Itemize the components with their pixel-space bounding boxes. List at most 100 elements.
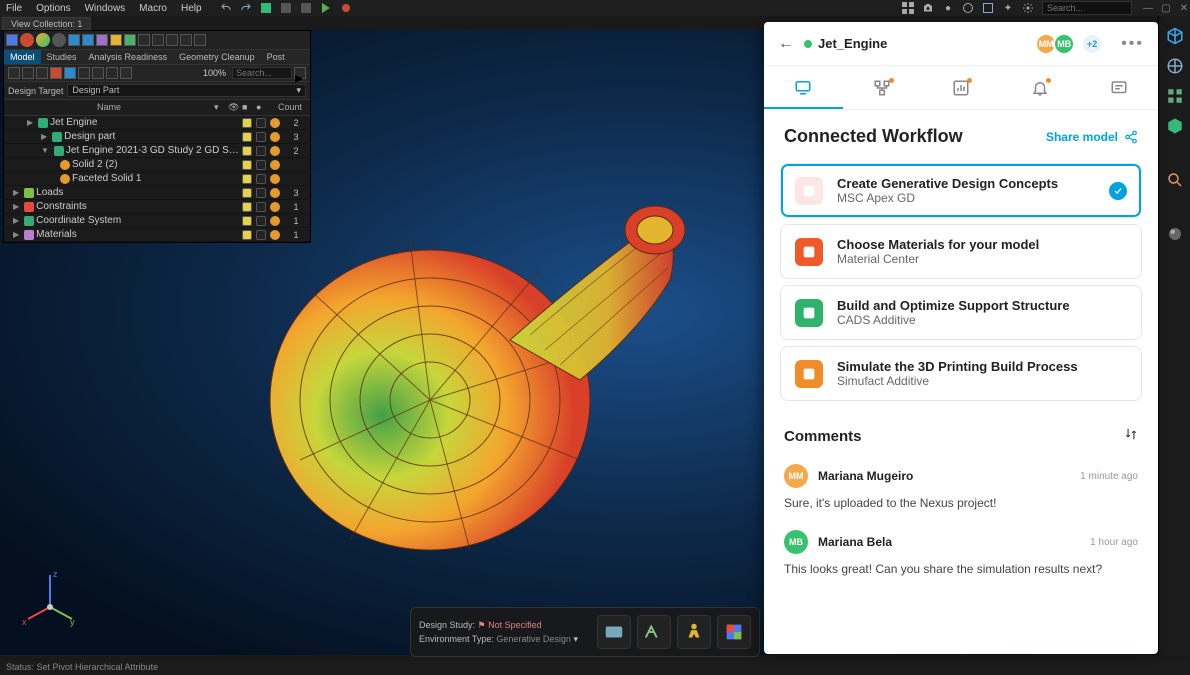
workflow-card[interactable]: Choose Materials for your modelMaterial … — [780, 224, 1142, 279]
tree-tool2-icon[interactable] — [78, 67, 90, 79]
tab-stats[interactable] — [922, 66, 1001, 109]
tree-tab-post[interactable]: Post — [261, 50, 291, 64]
view-collection-tab[interactable]: View Collection: 1 — [2, 17, 91, 30]
tree-tool-icon[interactable] — [124, 34, 136, 46]
redo-icon[interactable] — [239, 1, 253, 15]
tree-tool-icon[interactable] — [180, 34, 192, 46]
tree-tool2-icon[interactable] — [106, 67, 118, 79]
check-icon — [1109, 182, 1127, 200]
tool-icon-right-4[interactable]: ✦ — [1001, 1, 1015, 15]
tree-chip-icon[interactable] — [36, 33, 50, 47]
undo-icon[interactable] — [219, 1, 233, 15]
tool-icon-right-1[interactable]: ● — [941, 1, 955, 15]
menu-options[interactable]: Options — [36, 3, 70, 14]
tree-search-input[interactable] — [232, 67, 292, 79]
tree-tool2-icon[interactable] — [22, 67, 34, 79]
tree-tool2-icon[interactable] — [92, 67, 104, 79]
sort-icon[interactable] — [1124, 427, 1138, 446]
menu-bar: File Options Windows Macro Help ● ✦ — ▢ … — [0, 0, 1190, 16]
tool-icon-right-2[interactable] — [961, 1, 975, 15]
avatar-more-count[interactable]: +2 — [1081, 33, 1103, 55]
tree-tab-studies[interactable]: Studies — [41, 50, 83, 64]
camera-icon[interactable] — [921, 1, 935, 15]
tree-node[interactable]: ▼Jet Engine 2021-3 GD Study 2 GD Scenari… — [4, 144, 310, 158]
tree-node[interactable]: ▶Jet Engine2 — [4, 116, 310, 130]
window-minimize-icon[interactable]: — — [1142, 2, 1154, 14]
design-target-select[interactable]: Design Part ▾ — [67, 84, 306, 97]
tree-tool-icon[interactable] — [166, 34, 178, 46]
workflow-card[interactable]: Simulate the 3D Printing Build ProcessSi… — [780, 346, 1142, 401]
global-search-input[interactable] — [1042, 1, 1132, 15]
tool-icon-right-3[interactable] — [981, 1, 995, 15]
tab-overview[interactable] — [764, 66, 843, 109]
workflow-tabs — [764, 66, 1158, 110]
tree-tool-icon[interactable] — [138, 34, 150, 46]
menu-file[interactable]: File — [6, 3, 22, 14]
menu-help[interactable]: Help — [181, 3, 202, 14]
tree-tool-icon[interactable] — [194, 34, 206, 46]
rail-compass-icon[interactable] — [1165, 56, 1185, 76]
tree-tool-icon[interactable] — [96, 34, 108, 46]
workflow-card[interactable]: Create Generative Design ConceptsMSC Ape… — [780, 163, 1142, 218]
menu-macro[interactable]: Macro — [139, 3, 167, 14]
tool-icon-3[interactable] — [299, 1, 313, 15]
axis-gizmo[interactable]: z x y — [20, 567, 80, 627]
tree-tool-icon[interactable] — [152, 34, 164, 46]
tree-node[interactable]: Faceted Solid 1 — [4, 172, 310, 186]
tree-node[interactable]: ▶Materials1 — [4, 228, 310, 242]
rail-grid-icon[interactable] — [1165, 86, 1185, 106]
menu-windows[interactable]: Windows — [85, 3, 126, 14]
tree-tool-icon[interactable] — [82, 34, 94, 46]
settings-icon[interactable] — [1021, 1, 1035, 15]
rail-box-icon[interactable] — [1165, 116, 1185, 136]
avatar[interactable]: MB — [1053, 33, 1075, 55]
tree-tool-icon[interactable] — [68, 34, 80, 46]
model-render — [260, 160, 760, 580]
back-icon[interactable]: ← — [778, 35, 794, 53]
rail-cube-icon[interactable] — [1165, 26, 1185, 46]
tree-tab-geometry[interactable]: Geometry Cleanup — [173, 50, 261, 64]
record-icon[interactable] — [339, 1, 353, 15]
tool-icon-1[interactable] — [259, 1, 273, 15]
tree-tool-icon[interactable] — [110, 34, 122, 46]
tree-tool2-icon[interactable] — [120, 67, 132, 79]
tree-node[interactable]: ▶Constraints1 — [4, 200, 310, 214]
share-model-button[interactable]: Share model — [1046, 130, 1138, 144]
tree-search-go-icon[interactable]: ▸ — [294, 67, 306, 79]
tray-tool-icon-2[interactable] — [637, 615, 671, 649]
tree-body: ▶Jet Engine2▶Design part3▼Jet Engine 202… — [4, 116, 310, 242]
grid-icon[interactable] — [901, 1, 915, 15]
tray-tool-icon-3[interactable] — [677, 615, 711, 649]
play-icon[interactable] — [319, 1, 333, 15]
model-tree-panel: Model Studies Analysis Readiness Geometr… — [3, 30, 311, 243]
view-collection-bar: View Collection: 1 — [0, 16, 91, 30]
tray-tool-icon-1[interactable] — [597, 615, 631, 649]
rail-sphere-icon[interactable] — [1165, 224, 1185, 244]
tool-icon-2[interactable] — [279, 1, 293, 15]
tree-node[interactable]: ▶Loads3 — [4, 186, 310, 200]
workflow-card[interactable]: Build and Optimize Support StructureCADS… — [780, 285, 1142, 340]
tree-tool2-icon[interactable] — [36, 67, 48, 79]
tree-node[interactable]: ▶Coordinate System1 — [4, 214, 310, 228]
tree-node[interactable]: Solid 2 (2) — [4, 158, 310, 172]
tree-tool2-icon[interactable] — [8, 67, 20, 79]
env-type-value[interactable]: Generative Design — [496, 634, 571, 644]
tray-tool-icon-4[interactable] — [717, 615, 751, 649]
comment-time: 1 minute ago — [1080, 471, 1138, 482]
tree-chip-icon[interactable] — [20, 33, 34, 47]
more-menu-icon[interactable]: ••• — [1121, 35, 1144, 53]
tab-tree[interactable] — [843, 66, 922, 109]
tree-tool-icon[interactable] — [6, 34, 18, 46]
window-close-icon[interactable]: ✕ — [1178, 2, 1190, 14]
tree-tool2-icon[interactable] — [50, 67, 62, 79]
tree-chip-icon[interactable] — [52, 33, 66, 47]
tree-node[interactable]: ▶Design part3 — [4, 130, 310, 144]
window-maximize-icon[interactable]: ▢ — [1160, 2, 1172, 14]
rail-search-icon[interactable] — [1165, 170, 1185, 190]
tree-tab-model[interactable]: Model — [4, 50, 41, 64]
tree-tool2-icon[interactable] — [64, 67, 76, 79]
tree-tab-analysis[interactable]: Analysis Readiness — [83, 50, 174, 64]
comment-author: Mariana Mugeiro — [818, 469, 913, 483]
tab-notifications[interactable] — [1000, 66, 1079, 109]
tab-comments[interactable] — [1079, 66, 1158, 109]
